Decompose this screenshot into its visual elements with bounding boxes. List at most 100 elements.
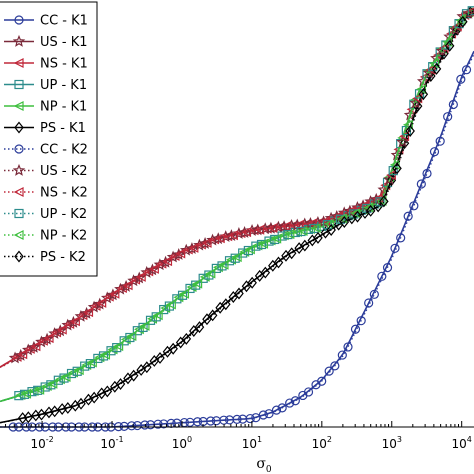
data-point [293,219,304,230]
data-point [343,342,353,352]
data-point [271,233,282,244]
data-point [467,6,474,16]
data-point [54,324,67,337]
data-point [86,357,97,368]
data-point [369,289,379,299]
data-point [46,380,56,390]
data-point [267,223,278,234]
data-point [177,290,188,300]
data-point [422,168,432,179]
legend-marker [12,34,26,47]
data-point [258,238,269,249]
data-point [198,237,212,249]
legend-entry: UP - K2 [4,207,87,222]
data-point [224,256,235,266]
data-point [224,415,235,425]
data-point [191,280,201,290]
data-point [264,409,274,419]
data-point [181,332,192,345]
data-point [271,405,282,415]
data-point [392,162,402,175]
data-point [43,333,54,344]
data-point [405,125,415,137]
data-point [106,346,116,356]
data-point [260,266,271,279]
data-point [234,287,244,300]
data-point [212,232,225,245]
data-point [128,369,139,382]
data-point [40,332,54,345]
data-point [273,256,284,269]
data-point [339,216,350,228]
x-tick-label: 104 [451,435,471,451]
data-point [356,316,366,326]
data-point [350,324,361,334]
legend-label: NS - K2 [40,186,88,201]
legend-entry: NP - K2 [4,229,87,244]
legend-label: NP - K2 [40,229,87,244]
data-point [412,93,423,104]
data-point [365,204,376,217]
legend-label: NP - K1 [40,100,87,115]
data-point [290,396,300,406]
series-ps-k2 [0,9,474,424]
data-point [296,226,306,237]
data-point [337,350,347,360]
data-point [93,297,107,310]
data-point [142,361,152,374]
data-point [247,276,257,289]
data-point [277,220,291,232]
data-point [286,247,297,260]
data-point [270,234,280,245]
data-point [122,280,133,291]
data-point [300,239,310,252]
data-point [36,408,47,421]
data-point [399,137,410,150]
data-point [138,322,148,333]
legend-marker [14,208,24,219]
data-point [152,310,163,321]
legend-entry: US - K2 [4,163,88,179]
data-point [60,372,71,383]
data-point [451,21,462,32]
tick-layer: 10-2 10-1 100 101 102 103 104 [5,421,472,451]
data-point [277,403,287,413]
legend-label: CC - K2 [40,143,88,158]
data-point [238,248,248,258]
legend-entry: NP - K1 [4,100,87,115]
data-point [204,270,214,280]
data-point [309,223,319,234]
data-point [109,288,120,299]
data-point [350,208,361,219]
data-point [112,343,122,353]
data-point [185,417,195,427]
data-point [243,245,253,256]
data-point [426,70,436,82]
series-layer [0,6,474,432]
data-point [306,218,317,229]
legend-label: PS - K1 [40,121,86,136]
data-point [221,298,231,311]
data-point [458,15,468,28]
data-point [230,253,240,263]
data-point [207,309,218,322]
data-point [382,263,393,273]
data-point [126,331,137,342]
data-point [175,248,186,259]
x-tick-label: 10-1 [100,435,123,451]
data-point [198,273,208,283]
data-point [389,159,400,170]
legend-label: UP - K2 [40,207,87,222]
legend-marker [12,163,26,176]
data-point [456,74,466,84]
data-point [330,361,340,371]
data-point [188,242,199,253]
legend-label: US - K1 [40,35,88,50]
data-point [227,230,238,241]
data-point [285,398,295,408]
data-point [21,388,32,399]
data-point [326,224,336,236]
data-point [30,341,41,352]
legend-entry: PS - K1 [4,121,86,136]
